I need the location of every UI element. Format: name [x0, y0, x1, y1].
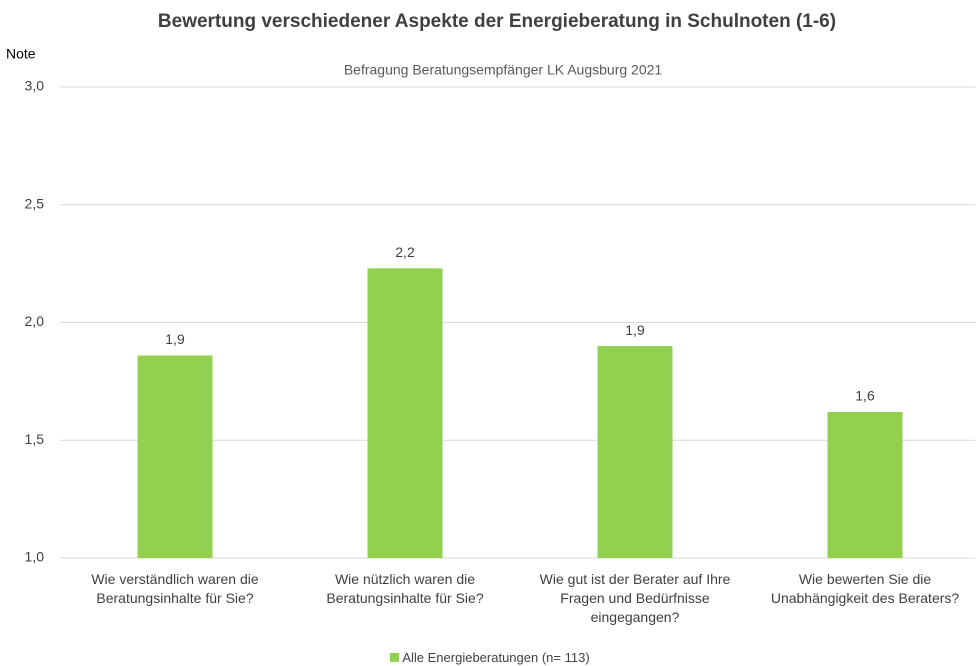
- legend-swatch: [390, 653, 400, 662]
- legend-label: Alle Energieberatungen (n= 113): [402, 650, 590, 665]
- y-tick-label: 2,5: [25, 195, 45, 211]
- data-label: 1,6: [855, 388, 875, 404]
- y-tick-label: 1,5: [25, 431, 45, 447]
- x-tick-label: Wie bewerten Sie die Unabhängigkeit des …: [770, 571, 960, 606]
- x-tick-label: Wie nützlich waren die Beratungsinhalte …: [326, 571, 484, 606]
- data-label: 1,9: [625, 322, 645, 338]
- x-tick-label: Wie verständlich waren die Beratungsinha…: [91, 571, 259, 606]
- data-label: 1,9: [165, 331, 185, 347]
- chart-title: Bewertung verschiedener Aspekte der Ener…: [158, 11, 836, 32]
- y-tick-label: 3,0: [25, 78, 45, 94]
- bar: [827, 411, 903, 558]
- bar: [367, 268, 443, 558]
- y-tick-label: 2,0: [25, 313, 45, 329]
- bar: [137, 355, 213, 558]
- data-label: 2,2: [395, 244, 415, 260]
- legend: Alle Energieberatungen (n= 113): [0, 650, 980, 665]
- y-axis-label: Note: [6, 46, 36, 62]
- x-tick-label: Wie gut ist der Berater auf Ihre Fragen …: [539, 571, 731, 625]
- chart-subtitle: Befragung Beratungsempfänger LK Augsburg…: [344, 62, 663, 78]
- y-tick-label: 1,0: [25, 549, 45, 565]
- bar: [597, 346, 673, 558]
